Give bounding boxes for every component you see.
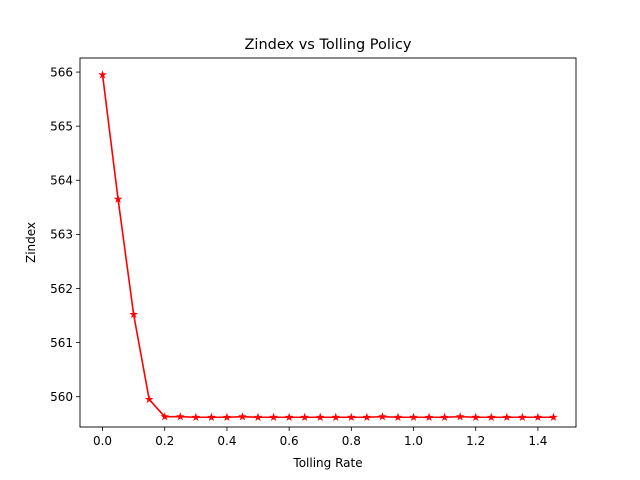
x-tick-label: 0.0 bbox=[93, 434, 112, 448]
plot-area-frame bbox=[79, 57, 577, 428]
data-point-star bbox=[222, 412, 232, 421]
x-axis-label: Tolling Rate bbox=[292, 456, 362, 470]
data-point-star bbox=[424, 412, 434, 421]
x-tick-label: 0.8 bbox=[342, 434, 361, 448]
data-point-star bbox=[378, 412, 387, 421]
data-point-star bbox=[486, 412, 496, 421]
data-point-star bbox=[315, 412, 325, 421]
data-point-star bbox=[98, 70, 107, 79]
data-point-star bbox=[238, 412, 247, 421]
data-point-star bbox=[253, 412, 263, 421]
data-point-star bbox=[331, 412, 341, 421]
y-tick-label: 561 bbox=[50, 336, 73, 350]
y-tick-label: 560 bbox=[50, 390, 73, 404]
data-point-star bbox=[471, 412, 481, 421]
data-point-star bbox=[362, 412, 372, 421]
x-tick-label: 0.2 bbox=[155, 434, 174, 448]
y-tick-label: 562 bbox=[50, 282, 73, 296]
data-point-star bbox=[113, 194, 123, 203]
y-tick-label: 565 bbox=[50, 119, 73, 133]
data-point-star bbox=[160, 412, 170, 421]
data-point-star bbox=[284, 412, 294, 421]
data-point-star bbox=[129, 309, 138, 319]
data-point-star bbox=[455, 412, 465, 421]
x-tick-label: 0.6 bbox=[280, 434, 299, 448]
x-tick-label: 0.4 bbox=[217, 434, 236, 448]
series-layer bbox=[98, 70, 558, 421]
y-tick-label: 564 bbox=[50, 174, 73, 188]
x-tick-label: 1.4 bbox=[528, 434, 547, 448]
x-tick-label: 1.0 bbox=[404, 434, 423, 448]
data-point-star bbox=[175, 412, 185, 421]
x-axis: 0.0 0.2 0.4 0.6 0.8 1.0 1.2 1.4 bbox=[93, 427, 547, 448]
data-point-star bbox=[440, 412, 449, 421]
data-point-star bbox=[269, 412, 278, 421]
data-point-star bbox=[207, 412, 216, 421]
x-tick-label: 1.2 bbox=[466, 434, 485, 448]
y-axis: 560 561 562 563 564 565 566 bbox=[50, 65, 80, 404]
data-point-star bbox=[518, 412, 527, 421]
chart-title: Zindex vs Tolling Policy bbox=[244, 37, 411, 53]
data-point-star bbox=[300, 412, 310, 421]
data-point-star bbox=[144, 394, 154, 404]
y-tick-label: 563 bbox=[50, 228, 73, 242]
y-tick-label: 566 bbox=[50, 65, 73, 79]
series-line bbox=[101, 74, 554, 419]
data-point-star bbox=[191, 412, 201, 421]
data-point-star bbox=[549, 412, 558, 421]
data-point-star bbox=[346, 412, 356, 421]
data-point-star bbox=[533, 412, 543, 421]
data-point-star bbox=[409, 412, 418, 421]
y-axis-label: Zindex bbox=[24, 222, 38, 263]
data-point-star bbox=[393, 412, 403, 421]
data-point-star bbox=[502, 412, 512, 421]
